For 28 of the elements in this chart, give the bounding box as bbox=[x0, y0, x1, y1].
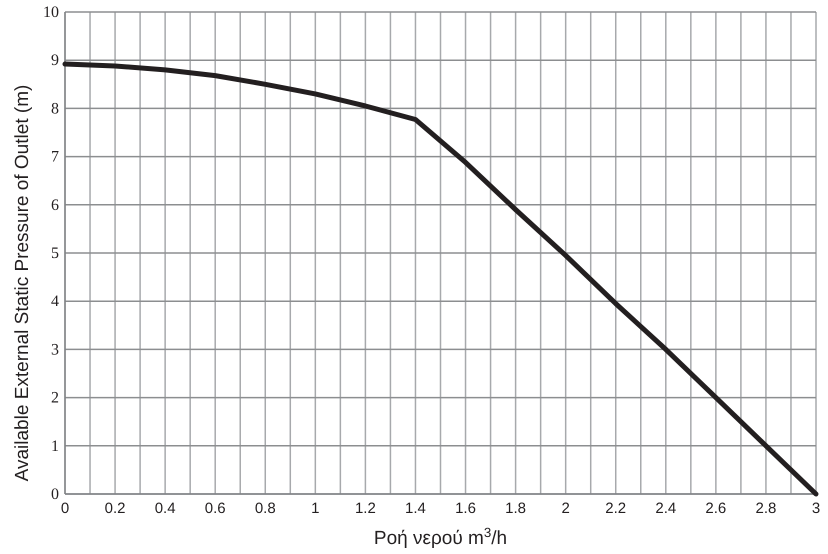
y-tick-label: 8 bbox=[51, 100, 59, 118]
y-tick-label: 2 bbox=[51, 390, 59, 407]
y-axis-title: Available External Static Pressure of Outlet (m) bbox=[12, 84, 33, 482]
x-tick-label: 2.4 bbox=[655, 500, 676, 517]
x-axis-title: Ροή νερού m$^{3}$/h bbox=[374, 524, 508, 549]
x-tick-label: 3 bbox=[812, 500, 820, 517]
x-tick-label: 0.6 bbox=[204, 500, 226, 517]
y-tick-label: 0 bbox=[51, 486, 59, 503]
y-tick-label: 7 bbox=[51, 148, 59, 166]
x-tick-label: 1.2 bbox=[354, 500, 376, 517]
x-tick-label: 1.8 bbox=[505, 500, 526, 517]
x-tick-label: 0.2 bbox=[104, 500, 126, 517]
y-tick-label: 1 bbox=[51, 438, 59, 455]
x-tick-label: 2.6 bbox=[705, 500, 726, 517]
x-tick-label: 2.2 bbox=[605, 500, 626, 517]
y-tick-label: 5 bbox=[51, 245, 59, 262]
x-tick-label: 2 bbox=[561, 500, 570, 517]
y-tick-label: 4 bbox=[51, 293, 59, 310]
x-tick-label: 1.6 bbox=[455, 500, 476, 517]
x-tick-label: 2.8 bbox=[756, 500, 776, 517]
x-tick-label: 0.4 bbox=[154, 500, 176, 517]
y-tick-label: 3 bbox=[51, 341, 59, 358]
x-tick-label: 0.8 bbox=[254, 500, 276, 517]
y-tick-label: 6 bbox=[51, 196, 59, 214]
y-tick-label: 9 bbox=[51, 52, 59, 70]
x-tick-label: 1 bbox=[311, 500, 320, 517]
y-tick-label: 10 bbox=[43, 4, 59, 21]
x-tick-label: 1.4 bbox=[405, 500, 426, 517]
